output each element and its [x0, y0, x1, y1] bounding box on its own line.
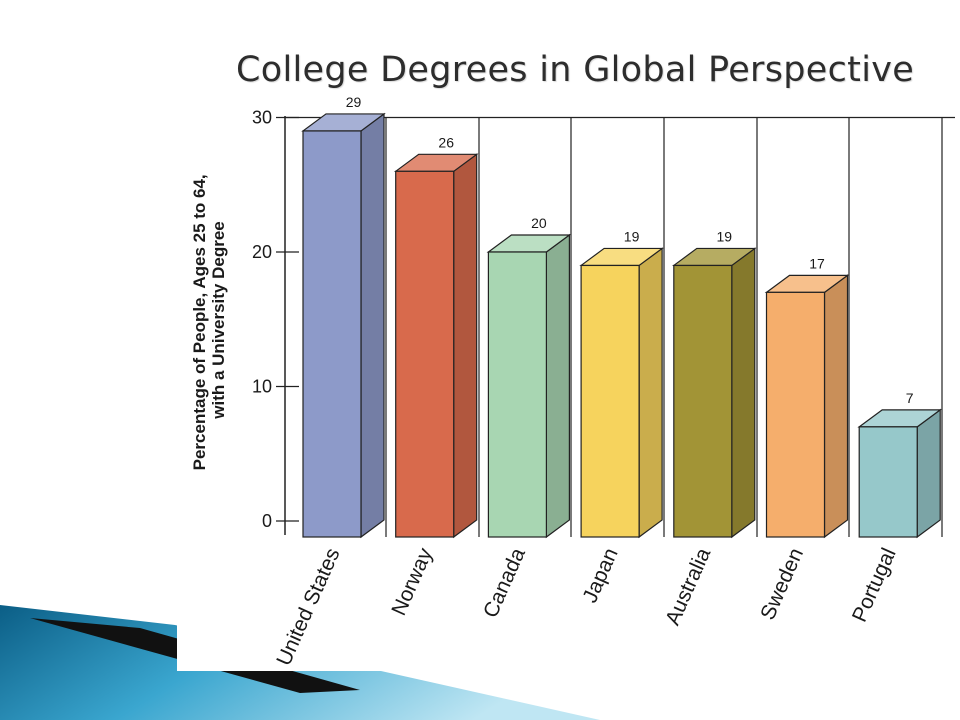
bar-sweden — [764, 274, 850, 539]
slide-title: College Degrees in Global Perspective — [236, 50, 915, 90]
y-axis-label-line-1: Percentage of People, Ages 25 to 64, — [190, 174, 209, 470]
bar-front — [487, 251, 547, 538]
bar-front — [765, 291, 826, 538]
y-tick-label: 10 — [252, 377, 272, 397]
bar-side — [545, 233, 571, 539]
bar-side — [638, 247, 663, 539]
y-tick-label: 20 — [252, 242, 272, 262]
bar-portugal — [857, 408, 943, 539]
data-label: 20 — [531, 215, 547, 231]
bar-australia — [671, 247, 757, 539]
bar-canada — [486, 233, 572, 539]
bar-front — [395, 170, 455, 538]
bar-front — [673, 264, 733, 538]
y-tick-label: 30 — [252, 108, 272, 128]
bar-front — [580, 264, 640, 538]
bar-japan — [579, 247, 664, 539]
bar-front — [858, 426, 918, 538]
data-label: 17 — [809, 255, 825, 271]
bar-side — [731, 247, 756, 539]
bar-side — [916, 408, 941, 539]
y-axis-label-line-2: with a University Degree — [209, 221, 228, 419]
y-axis-label: Percentage of People, Ages 25 to 64, wit… — [190, 170, 228, 471]
bar-united-states — [301, 112, 386, 539]
bar-side — [823, 274, 849, 539]
data-label: 19 — [717, 228, 733, 244]
bar-side — [360, 112, 385, 539]
y-tick-label: 0 — [262, 511, 272, 531]
data-label: 29 — [346, 94, 362, 110]
bar-side — [453, 153, 478, 539]
bar-norway — [393, 153, 479, 539]
data-label: 19 — [624, 228, 640, 244]
bar-front — [302, 130, 362, 538]
data-label: 26 — [438, 134, 454, 150]
data-label: 7 — [906, 390, 914, 406]
